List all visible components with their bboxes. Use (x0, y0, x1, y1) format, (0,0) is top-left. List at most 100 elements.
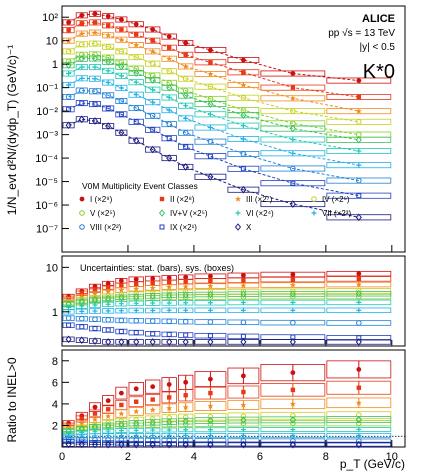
middle-panel-frame (61, 255, 406, 347)
data-point (79, 12, 85, 18)
data-point (78, 41, 85, 48)
ratio-point (356, 307, 362, 313)
data-point (208, 60, 213, 65)
ratio-point (356, 288, 362, 294)
ratio-point (240, 413, 247, 420)
sys-box (102, 395, 115, 407)
sys-box (75, 315, 88, 322)
data-point (133, 136, 140, 145)
sys-box (194, 339, 227, 345)
data-point (105, 58, 112, 66)
sys-box (128, 396, 144, 408)
ratio-point (182, 414, 189, 421)
sys-box (326, 77, 392, 84)
sys-box (62, 70, 75, 77)
top-panel (62, 10, 392, 222)
sys-box (102, 339, 115, 345)
sys-box (178, 143, 194, 150)
ratio-point (149, 416, 156, 422)
top-panel-frame (61, 5, 406, 253)
data-point (105, 54, 111, 61)
fit-curve (68, 57, 359, 141)
sys-box (128, 407, 144, 416)
ratio-point (356, 276, 362, 282)
sys-box (102, 79, 115, 86)
ratio-point (356, 385, 362, 390)
sys-box (75, 442, 88, 447)
data-point (105, 32, 112, 39)
ratio-point (134, 399, 139, 404)
ratio-point (150, 307, 156, 313)
data-point (66, 82, 72, 88)
ratio-point (118, 308, 124, 314)
y-tick-label: 10⁻¹ (36, 83, 58, 95)
sys-box (194, 319, 227, 325)
ratio-point (356, 293, 362, 300)
y-tick-label: 10⁻⁵ (35, 177, 58, 189)
bottom-y-axis-label: Ratio to INEL>0 (5, 357, 19, 442)
ratio-point (149, 338, 156, 346)
sys-box (88, 296, 101, 303)
sys-box (145, 86, 161, 93)
data-point (207, 83, 214, 90)
sys-box (227, 165, 260, 172)
sys-box (326, 320, 392, 326)
sys-box (88, 338, 101, 344)
data-point (119, 27, 124, 32)
sys-box (75, 100, 88, 107)
data-point (118, 98, 125, 104)
ratio-point (149, 292, 156, 300)
data-point (289, 95, 296, 102)
data-point (290, 150, 296, 156)
legend-label: VI (×2⁴) (246, 209, 274, 218)
sys-box (326, 290, 392, 297)
sys-box (178, 163, 194, 170)
ratio-point (182, 338, 189, 346)
ratio-point (356, 420, 362, 427)
data-point (150, 38, 155, 43)
fit-curve (68, 77, 359, 166)
sys-box (194, 47, 227, 54)
sys-box (102, 105, 115, 112)
ratio-point (240, 427, 246, 433)
sys-box (326, 411, 392, 420)
sys-box (145, 37, 161, 44)
y-tick-label: 2 (52, 420, 58, 432)
data-point (207, 125, 213, 131)
ratio-point (240, 338, 247, 346)
y-tick-label: 10² (42, 12, 58, 24)
data-point (92, 76, 98, 82)
ratio-point (133, 317, 140, 324)
ratio-point (207, 416, 214, 425)
ratio-point (207, 414, 214, 420)
data-point (149, 145, 156, 154)
ratio-point (208, 390, 213, 396)
sys-box (260, 319, 326, 326)
data-point (183, 103, 189, 109)
legend-label: I (×2⁹) (90, 195, 113, 204)
ratio-point (182, 283, 189, 290)
ratio-point (133, 417, 140, 423)
ratio-point (290, 427, 296, 433)
ratio-point (133, 408, 140, 415)
sys-box (161, 318, 177, 325)
sys-box (161, 135, 177, 142)
data-point (290, 136, 296, 142)
data-point (133, 79, 139, 85)
data-point (91, 54, 99, 63)
sys-box (227, 122, 260, 129)
ratio-point (240, 307, 246, 313)
data-point (166, 83, 173, 92)
data-point (133, 69, 140, 77)
data-point (356, 94, 362, 100)
ratio-point (290, 272, 296, 277)
ratio-point (133, 330, 139, 336)
ratio-point (149, 284, 156, 291)
data-point (207, 153, 213, 159)
data-point (182, 163, 189, 171)
data-point (105, 23, 111, 28)
ratio-point (356, 367, 362, 372)
legend-label: VIII (×2²) (90, 223, 122, 232)
ratio-point (65, 315, 72, 321)
ratio-point (78, 297, 85, 303)
